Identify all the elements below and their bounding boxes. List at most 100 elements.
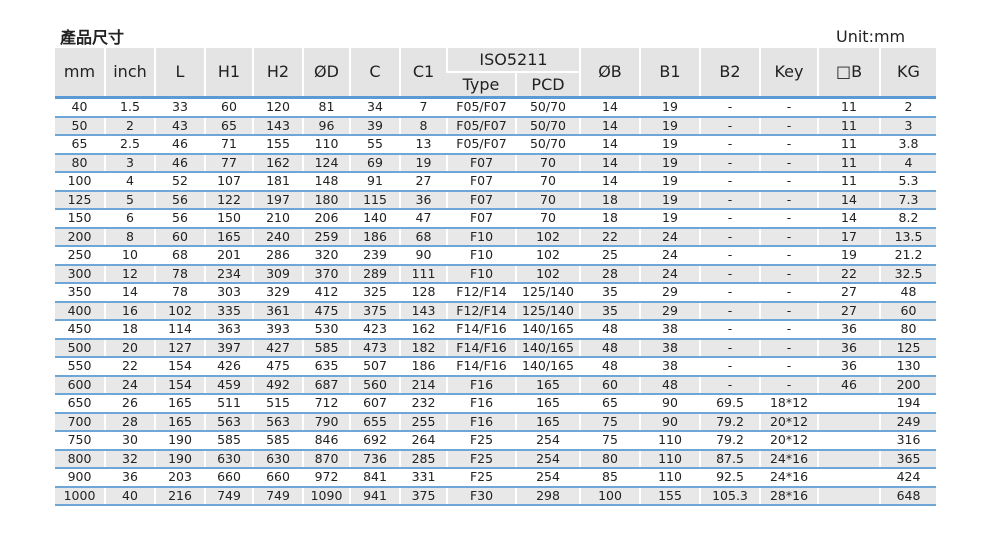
cell-inch: 22 bbox=[104, 357, 155, 377]
cell-mm: 100 bbox=[55, 172, 105, 192]
cell-h2: 361 bbox=[252, 301, 303, 321]
cell-l: 190 bbox=[154, 449, 205, 469]
cell-kg: 13.5 bbox=[879, 227, 936, 247]
cell-inch: 1.5 bbox=[104, 97, 155, 118]
cell-l: 78 bbox=[154, 283, 205, 303]
cell-kg: 249 bbox=[879, 412, 936, 432]
cell-type: F10 bbox=[446, 264, 516, 284]
cell-key: - bbox=[759, 153, 818, 173]
header-square-b: □B bbox=[817, 48, 880, 99]
cell-h2: 286 bbox=[252, 246, 303, 266]
cell-l: 127 bbox=[154, 338, 205, 358]
header-kg: KG bbox=[879, 48, 936, 99]
cell-d: 790 bbox=[302, 412, 350, 432]
cell-b: 65 bbox=[579, 394, 640, 414]
cell-b1: 38 bbox=[639, 320, 700, 340]
cell-pcd: 125/140 bbox=[515, 283, 580, 303]
cell-mm: 650 bbox=[55, 394, 105, 414]
cell-h2: 492 bbox=[252, 375, 303, 395]
cell-mm: 50 bbox=[55, 116, 105, 136]
cell-l: 68 bbox=[154, 246, 205, 266]
cell-mm: 800 bbox=[55, 449, 105, 469]
cell-b2: - bbox=[699, 338, 760, 358]
cell-b2: - bbox=[699, 301, 760, 321]
table-row: 500 20 127 397 427 585 473 182 F14/F16 140/165 48 3… bbox=[55, 338, 936, 358]
cell-kg: 3.8 bbox=[879, 135, 936, 155]
cell-mm: 65 bbox=[55, 135, 105, 155]
cell-inch: 12 bbox=[104, 264, 155, 284]
cell-h1: 234 bbox=[204, 264, 253, 284]
cell-kg: 2 bbox=[879, 97, 936, 118]
cell-b2: - bbox=[699, 227, 760, 247]
cell-square-b: 11 bbox=[817, 135, 880, 155]
cell-mm: 80 bbox=[55, 153, 105, 173]
cell-key: 18*12 bbox=[759, 394, 818, 414]
cell-b: 48 bbox=[579, 320, 640, 340]
cell-d: 148 bbox=[302, 172, 350, 192]
cell-mm: 400 bbox=[55, 301, 105, 321]
cell-h2: 309 bbox=[252, 264, 303, 284]
table-row: 200 8 60 165 240 259 186 68 F10 102 22 24- -17 13.5 bbox=[55, 227, 936, 247]
table-row: 150 6 56 150 210 206 140 47 F07 70 18 19- -14 8.2 bbox=[55, 209, 936, 229]
cell-h2: 143 bbox=[252, 116, 303, 136]
cell-d: 124 bbox=[302, 153, 350, 173]
cell-square-b: 46 bbox=[817, 375, 880, 395]
cell-h2: 329 bbox=[252, 283, 303, 303]
cell-h1: 77 bbox=[204, 153, 253, 173]
cell-square-b: 19 bbox=[817, 246, 880, 266]
cell-inch: 18 bbox=[104, 320, 155, 340]
table-row: 400 16 102 335 361 475 375 143 F12/F14 125/140 35 2… bbox=[55, 301, 936, 321]
cell-c: 186 bbox=[349, 227, 400, 247]
header-h2: H2 bbox=[252, 48, 303, 99]
cell-mm: 450 bbox=[55, 320, 105, 340]
cell-key: 20*12 bbox=[759, 412, 818, 432]
cell-c1: 285 bbox=[399, 449, 447, 469]
cell-h2: 155 bbox=[252, 135, 303, 155]
table-row: 100 4 52 107 181 148 91 27 F07 70 14 19- -11 5.3 bbox=[55, 172, 936, 192]
header-b2: B2 bbox=[699, 48, 760, 99]
cell-h2: 515 bbox=[252, 394, 303, 414]
header-type: Type bbox=[447, 72, 516, 99]
cell-c1: 8 bbox=[399, 116, 447, 136]
cell-d: 96 bbox=[302, 116, 350, 136]
table-row: 600 24 154 459 492 687 560 214 F16 165 60 48- -46 200 bbox=[55, 375, 936, 395]
header-c: C bbox=[349, 48, 400, 99]
cell-b2: - bbox=[699, 209, 760, 229]
cell-pcd: 50/70 bbox=[515, 135, 580, 155]
unit-label: Unit:mm bbox=[836, 27, 906, 46]
table-row: 900 36 203 660 660 972 841 331 F25 254 85 110 92.5 24… bbox=[55, 468, 936, 488]
cell-h2: 427 bbox=[252, 338, 303, 358]
cell-c1: 331 bbox=[399, 468, 447, 488]
cell-c: 34 bbox=[349, 97, 400, 118]
cell-c1: 47 bbox=[399, 209, 447, 229]
cell-b1: 19 bbox=[639, 97, 700, 118]
cell-key: - bbox=[759, 246, 818, 266]
cell-inch: 6 bbox=[104, 209, 155, 229]
cell-b: 35 bbox=[579, 283, 640, 303]
table-row: 800 32 190 630 630 870 736 285 F25 254 80 110 87.5 24… bbox=[55, 449, 936, 469]
cell-b1: 24 bbox=[639, 227, 700, 247]
cell-h1: 201 bbox=[204, 246, 253, 266]
cell-pcd: 50/70 bbox=[515, 116, 580, 136]
cell-kg: 200 bbox=[879, 375, 936, 395]
cell-mm: 200 bbox=[55, 227, 105, 247]
section-title: 產品尺寸 bbox=[60, 28, 125, 47]
cell-pcd: 140/165 bbox=[515, 338, 580, 358]
cell-h1: 107 bbox=[204, 172, 253, 192]
header-b1: B1 bbox=[639, 48, 700, 99]
cell-mm: 300 bbox=[55, 264, 105, 284]
cell-b: 100 bbox=[579, 486, 640, 506]
cell-h2: 162 bbox=[252, 153, 303, 173]
cell-l: 216 bbox=[154, 486, 205, 506]
cell-d: 370 bbox=[302, 264, 350, 284]
cell-b2: 87.5 bbox=[699, 449, 760, 469]
cell-pcd: 70 bbox=[515, 209, 580, 229]
cell-c: 507 bbox=[349, 357, 400, 377]
cell-b2: 79.2 bbox=[699, 431, 760, 451]
cell-square-b bbox=[817, 394, 880, 414]
cell-l: 165 bbox=[154, 412, 205, 432]
cell-c1: 143 bbox=[399, 301, 447, 321]
cell-c: 375 bbox=[349, 301, 400, 321]
table-row: 1000 40 216 749 749 1090 941 375 F30 298 100 155 105… bbox=[55, 486, 936, 506]
cell-b2: - bbox=[699, 320, 760, 340]
